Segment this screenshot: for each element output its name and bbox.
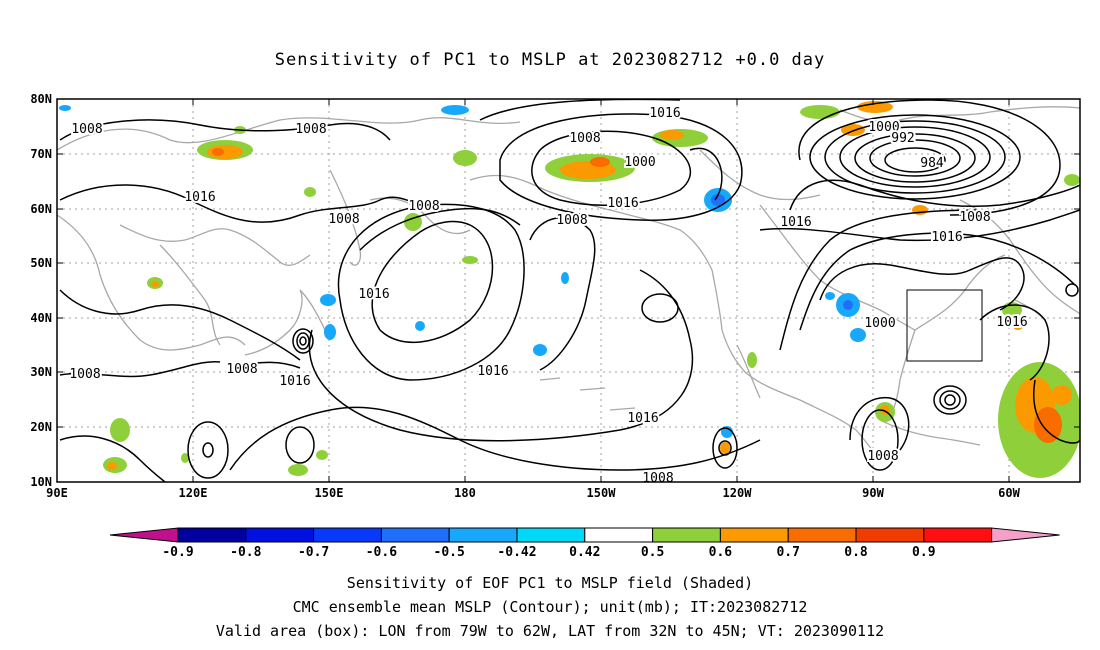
contour-label: 1016 <box>996 315 1027 330</box>
contour-label: 1016 <box>931 230 962 245</box>
colorbar-swatch <box>516 527 586 543</box>
axis-ticks <box>57 98 1080 482</box>
colorbar-swatch <box>380 527 450 543</box>
colorbar-left-arrow <box>109 527 179 543</box>
colorbar-swatch <box>177 527 247 543</box>
contour-label: 1016 <box>607 196 638 211</box>
colorbar-swatch <box>719 527 789 543</box>
colorbar-label: -0.7 <box>298 545 329 560</box>
lon-label: 120W <box>723 486 753 500</box>
colorbar-label: 0.9 <box>912 545 935 560</box>
colorbar-swatch <box>923 527 993 543</box>
contour-label: 992 <box>891 131 914 146</box>
lat-label: 70N <box>30 147 52 161</box>
longitude-labels: 90E 120E 150E 180 150W 120W 90W 60W <box>46 486 1020 500</box>
colorbar-label: 0.5 <box>641 545 664 560</box>
lon-label: 180 <box>454 486 476 500</box>
colorbar-label: 0.8 <box>844 545 868 560</box>
lat-label: 60N <box>30 202 52 216</box>
lon-label: 120E <box>179 486 208 500</box>
lon-label: 60W <box>998 486 1020 500</box>
contour-label: 984 <box>920 156 944 171</box>
lat-label: 20N <box>30 420 52 434</box>
contour-label: 1008 <box>867 449 898 464</box>
lon-label: 90W <box>862 486 884 500</box>
colorbar-swatch <box>448 527 518 543</box>
contour-label: 1008 <box>642 471 673 486</box>
contour-label: 1000 <box>864 316 895 331</box>
lon-label: 150W <box>587 486 617 500</box>
contour-label: 1008 <box>556 213 587 228</box>
colorbar-label: -0.9 <box>162 545 193 560</box>
lat-label: 40N <box>30 311 52 325</box>
colorbar-swatch <box>652 527 721 543</box>
colorbar-swatch <box>855 527 925 543</box>
map-frame <box>56 98 1081 483</box>
colorbar-label: -0.42 <box>497 545 536 560</box>
contour-label: 1008 <box>959 210 990 225</box>
contour-label: 1016 <box>649 106 680 121</box>
contour-label: 1016 <box>358 287 389 302</box>
colorbar-right-arrow <box>991 527 1060 543</box>
lon-label: 150E <box>315 486 344 500</box>
colorbar-label: -0.6 <box>366 545 397 560</box>
colorbar-label: -0.8 <box>230 545 261 560</box>
valid-area-box <box>906 289 983 362</box>
caption-line-3: Valid area (box): LON from 79W to 62W, L… <box>215 622 885 640</box>
contour-label: 1008 <box>328 212 359 227</box>
colorbar-label: 0.6 <box>709 545 733 560</box>
page-title: Sensitivity of PC1 to MSLP at 2023082712… <box>274 50 826 70</box>
contour-label: 1008 <box>71 122 102 137</box>
contour-label: 1016 <box>627 411 658 426</box>
colorbar-swatch <box>584 527 654 543</box>
colorbar-swatch <box>787 527 857 543</box>
latitude-labels: 80N 70N 60N 50N 40N 30N 20N 10N <box>30 92 52 489</box>
caption-line-1: Sensitivity of EOF PC1 to MSLP field (Sh… <box>346 574 754 592</box>
lat-label: 10N <box>30 475 52 489</box>
colorbar-label: 0.42 <box>569 545 600 560</box>
colorbar-label: 0.7 <box>776 545 799 560</box>
colorbar-label: -0.5 <box>434 545 465 560</box>
contour-label: 1000 <box>624 155 655 170</box>
colorbar: -0.9 -0.8 -0.7 -0.6 -0.5 -0.42 0.42 0.5 0.6 0.7 0.… <box>109 527 1060 560</box>
contour-label: 1016 <box>279 374 310 389</box>
lat-label: 80N <box>30 92 52 106</box>
lat-label: 30N <box>30 365 52 379</box>
contour-label: 1016 <box>184 190 215 205</box>
mslp-contours <box>59 99 1080 482</box>
caption-line-2: CMC ensemble mean MSLP (Contour); unit(m… <box>292 598 808 616</box>
contour-label: 1008 <box>569 131 600 146</box>
lon-label: 90E <box>46 486 68 500</box>
contour-label: 1008 <box>295 122 326 137</box>
colorbar-swatch <box>245 527 315 543</box>
lat-label: 50N <box>30 256 52 270</box>
contour-label: 1016 <box>780 215 811 230</box>
contour-label: 1016 <box>477 364 508 379</box>
contour-label: 1008 <box>226 362 257 377</box>
colorbar-swatch <box>313 527 382 543</box>
contour-label: 1008 <box>69 367 100 382</box>
contour-label: 1000 <box>868 120 899 135</box>
contour-label: 1008 <box>408 199 439 214</box>
